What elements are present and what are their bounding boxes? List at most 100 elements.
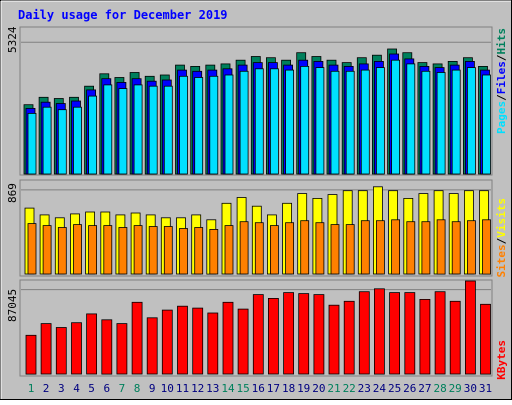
x-axis-labels: 1 2 3 4 5 6 7 8 9 10 11 12 13 14 15 16 17 18 19 20 21 22 23 24 2… [28,382,492,395]
bar-kbytes-day-1 [25,334,37,375]
legend-visits: Visits [495,198,508,238]
x-label-day-1: 1 [28,382,35,395]
bar-sites-day-25 [391,219,401,275]
x-label-day-20: 20 [312,382,325,395]
bar-kbytes-day-5 [86,313,97,375]
bar-kbytes-day-16 [252,294,264,375]
x-label-day-16: 16 [252,382,265,395]
x-label-day-6: 6 [103,382,110,395]
bar-sites-day-12 [194,227,204,275]
bar-kbytes-day-14 [222,301,234,375]
bar-pages-day-22 [345,70,355,175]
bar-kbytes-day-31 [480,303,491,375]
x-label-day-30: 30 [464,382,477,395]
x-label-day-28: 28 [433,382,446,395]
x-label-day-12: 12 [191,382,204,395]
x-label-day-9: 9 [149,382,156,395]
x-label-day-15: 15 [236,382,249,395]
bar-pages-day-8 [133,84,143,175]
x-label-day-22: 22 [343,382,356,395]
x-label-day-29: 29 [449,382,462,395]
bar-kbytes-day-27 [419,298,431,375]
bar-pages-day-23 [360,69,370,175]
bar-pages-day-24 [375,67,385,175]
bar-pages-day-25 [391,59,401,175]
legend-sep-3: / [495,237,508,244]
bar-kbytes-day-25 [389,292,401,375]
bar-pages-day-13 [209,75,219,175]
bar-sites-day-28 [436,219,446,275]
bar-kbytes-day-29 [449,300,461,375]
bar-sites-day-22 [345,224,355,275]
bar-pages-day-19 [300,66,310,175]
bar-kbytes-day-30 [464,280,476,375]
x-label-day-23: 23 [358,382,371,395]
legend-hits: Hits [495,28,508,55]
bar-kbytes-day-9 [146,317,158,375]
bar-kbytes-day-24 [373,288,385,375]
bar-sites-day-9 [148,226,158,275]
bar-kbytes-day-12 [192,307,204,375]
bar-kbytes-day-3 [55,327,67,375]
bar-kbytes-day-2 [40,323,52,375]
chart-marks [21,41,491,375]
bar-sites-day-31 [482,219,491,275]
x-label-day-7: 7 [119,382,126,395]
bar-sites-day-4 [73,224,82,275]
bar-pages-day-16 [254,68,264,175]
bar-pages-day-21 [330,70,340,175]
bar-pages-day-27 [421,70,431,175]
x-label-day-2: 2 [43,382,50,395]
x-label-day-31: 31 [479,382,492,395]
bar-sites-day-26 [406,221,416,275]
bar-pages-day-7 [118,88,128,175]
bar-sites-day-23 [360,220,370,275]
bar-kbytes-day-28 [434,291,446,375]
bar-sites-day-2 [42,225,52,275]
bar-kbytes-day-17 [267,297,279,375]
x-label-day-25: 25 [388,382,401,395]
y-max-label-kbytes: 87045 [6,289,19,322]
legend-sep-1: / [495,94,508,101]
legend-kbytes: KBytes [495,340,508,380]
bar-sites-day-21 [330,224,340,275]
x-label-day-18: 18 [282,382,295,395]
x-label-day-26: 26 [403,382,416,395]
bar-sites-day-19 [300,220,310,275]
bar-sites-day-29 [451,221,461,275]
bar-pages-day-5 [88,95,97,175]
x-label-day-8: 8 [134,382,141,395]
x-label-day-5: 5 [88,382,95,395]
legend-sites: Sites [495,244,508,277]
bar-pages-day-11 [179,75,188,175]
y-max-label-visits: 869 [6,183,19,203]
bar-pages-day-28 [436,72,446,175]
bar-sites-day-14 [224,225,234,275]
bar-sites-day-11 [179,228,188,275]
bar-pages-day-15 [239,70,249,175]
bar-pages-day-29 [451,69,461,175]
bar-pages-day-2 [42,106,52,175]
x-label-day-24: 24 [373,382,387,395]
bar-pages-day-3 [57,109,67,175]
bar-sites-day-6 [103,225,113,275]
bar-kbytes-day-6 [101,319,113,375]
bar-kbytes-day-15 [237,308,249,375]
legend-hits-files-pages: Pages/Files/Hits [495,28,508,134]
y-max-label-hits: 5324 [6,26,19,53]
bar-kbytes-day-23 [358,291,370,375]
bar-sites-day-30 [466,220,476,275]
bar-sites-day-13 [209,228,219,275]
bar-pages-day-18 [285,69,295,175]
x-label-day-21: 21 [327,382,340,395]
bar-kbytes-day-20 [313,294,325,375]
bar-pages-day-1 [27,113,37,175]
bar-kbytes-day-7 [116,323,128,375]
bar-pages-day-14 [224,74,234,175]
x-label-day-11: 11 [176,382,189,395]
chart-title: Daily usage for December 2019 [18,8,228,22]
bar-pages-day-4 [73,106,82,175]
bar-kbytes-day-13 [207,312,219,375]
